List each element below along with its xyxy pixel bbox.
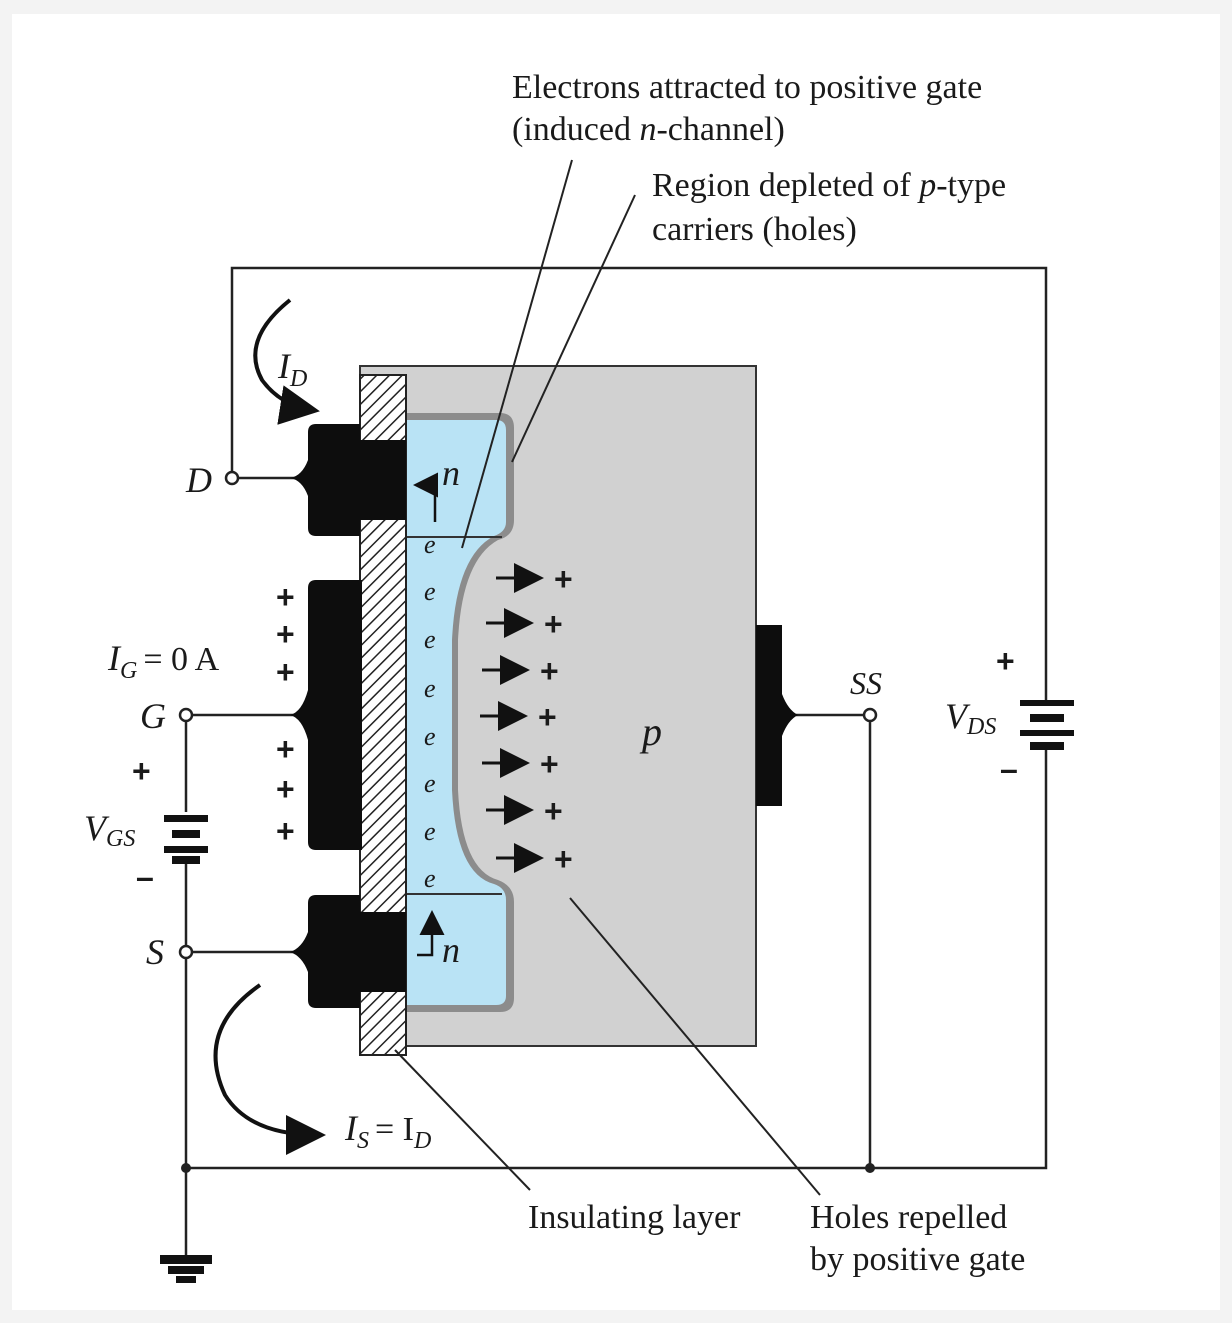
hole-arrows [480,563,544,873]
electrons-annotation-line1: Electrons attracted to positive gate [512,69,982,106]
gate-charge-plus: + [276,731,295,767]
electron: e [424,577,436,606]
junction-dot [865,1163,875,1173]
insulating-layer-annotation: Insulating layer [528,1199,741,1236]
source-current-arrow-icon [213,983,326,1155]
electron: e [424,674,436,703]
vgs-plus: + [132,753,151,789]
depleted-annotation-line1: Region depleted of p-type [652,167,1006,204]
drain-label: D [185,460,212,500]
gate-charge-plus: + [276,813,295,849]
gate-charge-plus: + [276,579,295,615]
electron: e [424,864,436,893]
drain-contact [290,424,406,536]
source-contact [290,895,406,1008]
junction-dot [181,1163,191,1173]
hole-plus: + [554,841,573,877]
ground-icon [160,1255,212,1283]
holes-annotation-line1: Holes repelled [810,1199,1007,1236]
hole-plus: + [538,699,557,735]
vds-minus: – [1000,751,1018,787]
hole-plus: + [540,746,559,782]
electron: e [424,530,436,559]
gate-current-label: IG = 0 A [107,638,220,684]
source-n-label: n [442,930,460,970]
source-label: S [146,932,164,972]
gate-charge-plus: + [276,771,295,807]
electrons-annotation-line2: (induced n-channel) [512,111,785,148]
electron: e [424,769,436,798]
gate-label: G [140,696,166,736]
leader-lines [394,159,821,1196]
vgs-label: VGS [84,808,135,852]
substrate-label: SS [850,665,882,701]
electron: e [424,817,436,846]
substrate-terminal [862,707,878,723]
vds-plus: + [996,643,1015,679]
drain-flow-arrow-icon [413,472,438,522]
vds-label: VDS [945,696,996,740]
vgs-minus: – [136,859,154,895]
vds-battery-icon [1020,700,1074,750]
electron: e [424,722,436,751]
source-current-label: IS = ID [344,1108,431,1154]
drain-n-label: n [442,453,460,493]
n-channel-region [405,420,506,1005]
drain-current-arrow-icon [253,298,320,425]
hole-plus: + [544,606,563,642]
metal-contacts [290,424,798,1008]
gate-terminal [178,707,194,723]
holes-annotation-line2: by positive gate [810,1241,1025,1278]
source-terminal [178,944,194,960]
gate-contact [290,580,362,850]
depleted-annotation-line2: carriers (holes) [652,211,857,248]
p-region-label: p [639,709,662,754]
gate-charge-plus: + [276,616,295,652]
source-flow-arrow-icon [417,910,445,957]
hole-plus: + [544,793,563,829]
substrate-contact [756,625,798,806]
hole-plus: + [554,561,573,597]
gate-charge-plus: + [276,654,295,690]
drain-terminal [224,470,240,486]
electron: e [424,625,436,654]
vgs-battery-icon [164,815,208,864]
hole-plus: + [540,653,559,689]
circuit-wires [184,266,1048,1255]
drain-current-label: ID [277,346,307,392]
